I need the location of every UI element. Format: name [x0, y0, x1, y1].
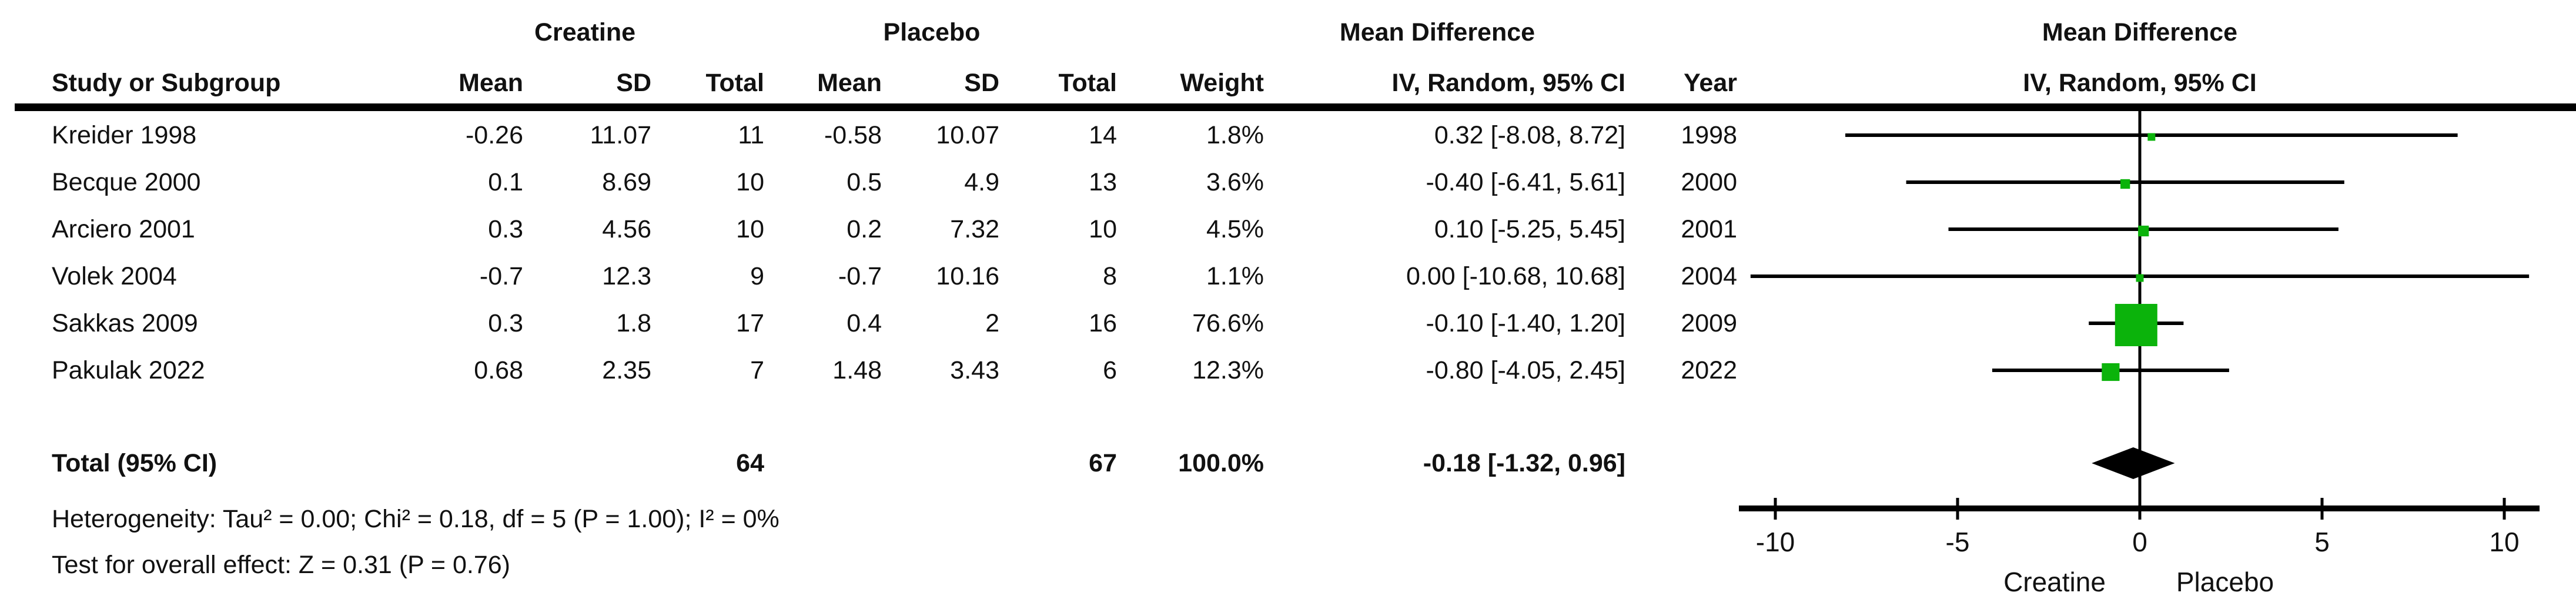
tick-label: -10 [1756, 527, 1795, 557]
cell-sd2: 10.07 [936, 121, 999, 149]
heterogeneity-text: Heterogeneity: Tau² = 0.00; Chi² = 0.18,… [52, 505, 780, 533]
weight-square [2147, 133, 2156, 141]
cell-n1: 11 [738, 121, 764, 149]
cell-study: Pakulak 2022 [52, 356, 205, 384]
cell-sd1: 8.69 [602, 168, 651, 196]
cell-year: 2001 [1681, 215, 1737, 243]
plot-ci-header: IV, Random, 95% CI [2023, 69, 2257, 97]
total-cell-md_ci: -0.18 [-1.32, 0.96] [1423, 449, 1625, 477]
cell-study: Sakkas 2009 [52, 309, 198, 337]
tick-label: 10 [2489, 527, 2519, 557]
total-cell-n1: 64 [736, 449, 764, 477]
cell-mean2: 0.5 [847, 168, 882, 196]
cell-sd1: 4.56 [602, 215, 651, 243]
cell-sd2: 7.32 [950, 215, 999, 243]
cell-mean2: 0.2 [847, 215, 882, 243]
cell-sd2: 4.9 [964, 168, 999, 196]
cell-sd1: 1.8 [616, 309, 651, 337]
creatine-total-header: Total [705, 69, 764, 97]
cell-n1: 10 [736, 215, 764, 243]
weight-square [2138, 225, 2149, 237]
cell-md_ci: 0.32 [-8.08, 8.72] [1434, 121, 1625, 149]
cell-sd2: 2 [985, 309, 999, 337]
cell-n2: 16 [1089, 309, 1117, 337]
cell-sd1: 2.35 [602, 356, 651, 384]
cell-md_ci: 0.10 [-5.25, 5.45] [1434, 215, 1625, 243]
year-column-header: Year [1684, 69, 1737, 97]
cell-md_ci: 0.00 [-10.68, 10.68] [1406, 262, 1625, 290]
study-column-header: Study or Subgroup [52, 69, 281, 97]
cell-mean1: -0.7 [479, 262, 523, 290]
cell-n1: 7 [750, 356, 764, 384]
cell-sd1: 12.3 [602, 262, 651, 290]
cell-year: 2022 [1681, 356, 1737, 384]
cell-mean1: 0.3 [488, 215, 523, 243]
weight-square [2120, 179, 2130, 189]
cell-weight: 12.3% [1192, 356, 1264, 384]
weight-square [2115, 304, 2157, 346]
weight-square [2102, 363, 2120, 381]
cell-year: 1998 [1681, 121, 1737, 149]
placebo-sd-header: SD [964, 69, 999, 97]
group-header-placebo: Placebo [883, 18, 981, 46]
header-rule [15, 103, 2576, 111]
cell-n2: 14 [1089, 121, 1117, 149]
cell-mean2: -0.7 [838, 262, 882, 290]
plot-md-header: Mean Difference [2042, 18, 2238, 46]
cell-year: 2000 [1681, 168, 1737, 196]
overall-effect-text: Test for overall effect: Z = 0.31 (P = 0… [52, 551, 510, 579]
placebo-mean-header: Mean [817, 69, 882, 97]
tick-label: 5 [2314, 527, 2330, 557]
tick-label: -5 [1946, 527, 1970, 557]
cell-n1: 10 [736, 168, 764, 196]
cell-mean2: 1.48 [832, 356, 882, 384]
cell-weight: 4.5% [1206, 215, 1264, 243]
weight-column-header: Weight [1180, 69, 1264, 97]
placebo-total-header: Total [1058, 69, 1117, 97]
axis-label-right: Placebo [2176, 567, 2274, 597]
cell-n2: 10 [1089, 215, 1117, 243]
cell-sd1: 11.07 [590, 121, 651, 149]
total-cell-study: Total (95% CI) [52, 449, 218, 477]
cell-n2: 8 [1103, 262, 1117, 290]
cell-mean1: -0.26 [465, 121, 523, 149]
cell-study: Becque 2000 [52, 168, 201, 196]
cell-year: 2004 [1681, 262, 1737, 290]
total-cell-weight: 100.0% [1178, 449, 1264, 477]
cell-study: Kreider 1998 [52, 121, 197, 149]
cell-mean2: -0.58 [824, 121, 882, 149]
cell-n2: 13 [1089, 168, 1117, 196]
cell-weight: 1.8% [1206, 121, 1264, 149]
weight-square [2136, 274, 2144, 282]
total-cell-n2: 67 [1089, 449, 1117, 477]
creatine-sd-header: SD [616, 69, 651, 97]
cell-weight: 3.6% [1206, 168, 1264, 196]
cell-sd2: 10.16 [936, 262, 999, 290]
cell-md_ci: -0.10 [-1.40, 1.20] [1426, 309, 1625, 337]
tick-label: 0 [2132, 527, 2147, 557]
table-md-header: Mean Difference [1339, 18, 1535, 46]
cell-mean1: 0.3 [488, 309, 523, 337]
cell-n1: 17 [736, 309, 764, 337]
cell-study: Arciero 2001 [52, 215, 195, 243]
creatine-mean-header: Mean [459, 69, 523, 97]
cell-n2: 6 [1103, 356, 1117, 384]
cell-mean2: 0.4 [847, 309, 882, 337]
cell-md_ci: -0.80 [-4.05, 2.45] [1426, 356, 1625, 384]
cell-n1: 9 [750, 262, 764, 290]
ci-column-header: IV, Random, 95% CI [1391, 69, 1625, 97]
axis-label-left: Creatine [2003, 567, 2106, 597]
cell-weight: 1.1% [1206, 262, 1264, 290]
cell-mean1: 0.1 [488, 168, 523, 196]
group-header-creatine: Creatine [534, 18, 636, 46]
pooled-diamond [2092, 447, 2175, 479]
cell-mean1: 0.68 [474, 356, 523, 384]
cell-weight: 76.6% [1192, 309, 1264, 337]
cell-sd2: 3.43 [950, 356, 999, 384]
cell-year: 2009 [1681, 309, 1737, 337]
cell-study: Volek 2004 [52, 262, 177, 290]
cell-md_ci: -0.40 [-6.41, 5.61] [1426, 168, 1625, 196]
